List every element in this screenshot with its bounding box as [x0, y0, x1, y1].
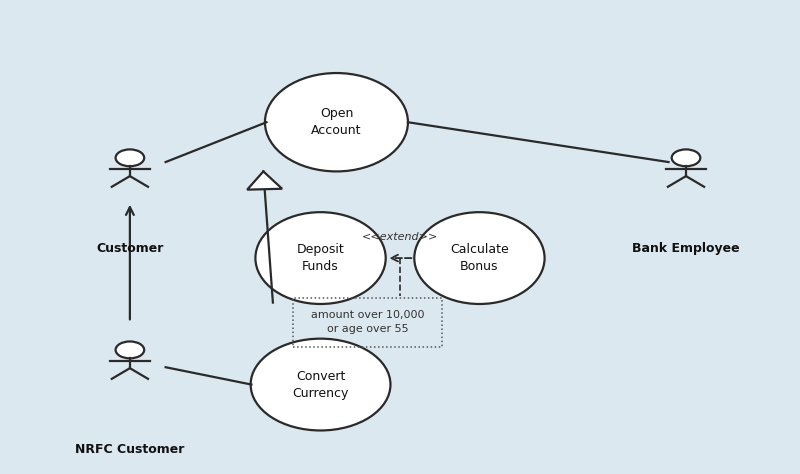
Text: Convert
Currency: Convert Currency: [292, 370, 349, 400]
Polygon shape: [247, 172, 282, 190]
Ellipse shape: [255, 212, 386, 304]
Text: amount over 10,000
or age over 55: amount over 10,000 or age over 55: [310, 310, 424, 335]
Circle shape: [115, 341, 144, 358]
Text: NRFC Customer: NRFC Customer: [75, 443, 185, 456]
Text: Bank Employee: Bank Employee: [632, 242, 740, 255]
Text: Calculate
Bonus: Calculate Bonus: [450, 243, 509, 273]
Ellipse shape: [265, 73, 408, 172]
Text: Open
Account: Open Account: [311, 107, 362, 137]
Ellipse shape: [414, 212, 545, 304]
Text: Deposit
Funds: Deposit Funds: [297, 243, 345, 273]
Circle shape: [672, 149, 700, 166]
Text: Customer: Customer: [96, 242, 163, 255]
Text: <<extend>>: <<extend>>: [362, 232, 438, 242]
Ellipse shape: [250, 338, 390, 430]
Circle shape: [115, 149, 144, 166]
